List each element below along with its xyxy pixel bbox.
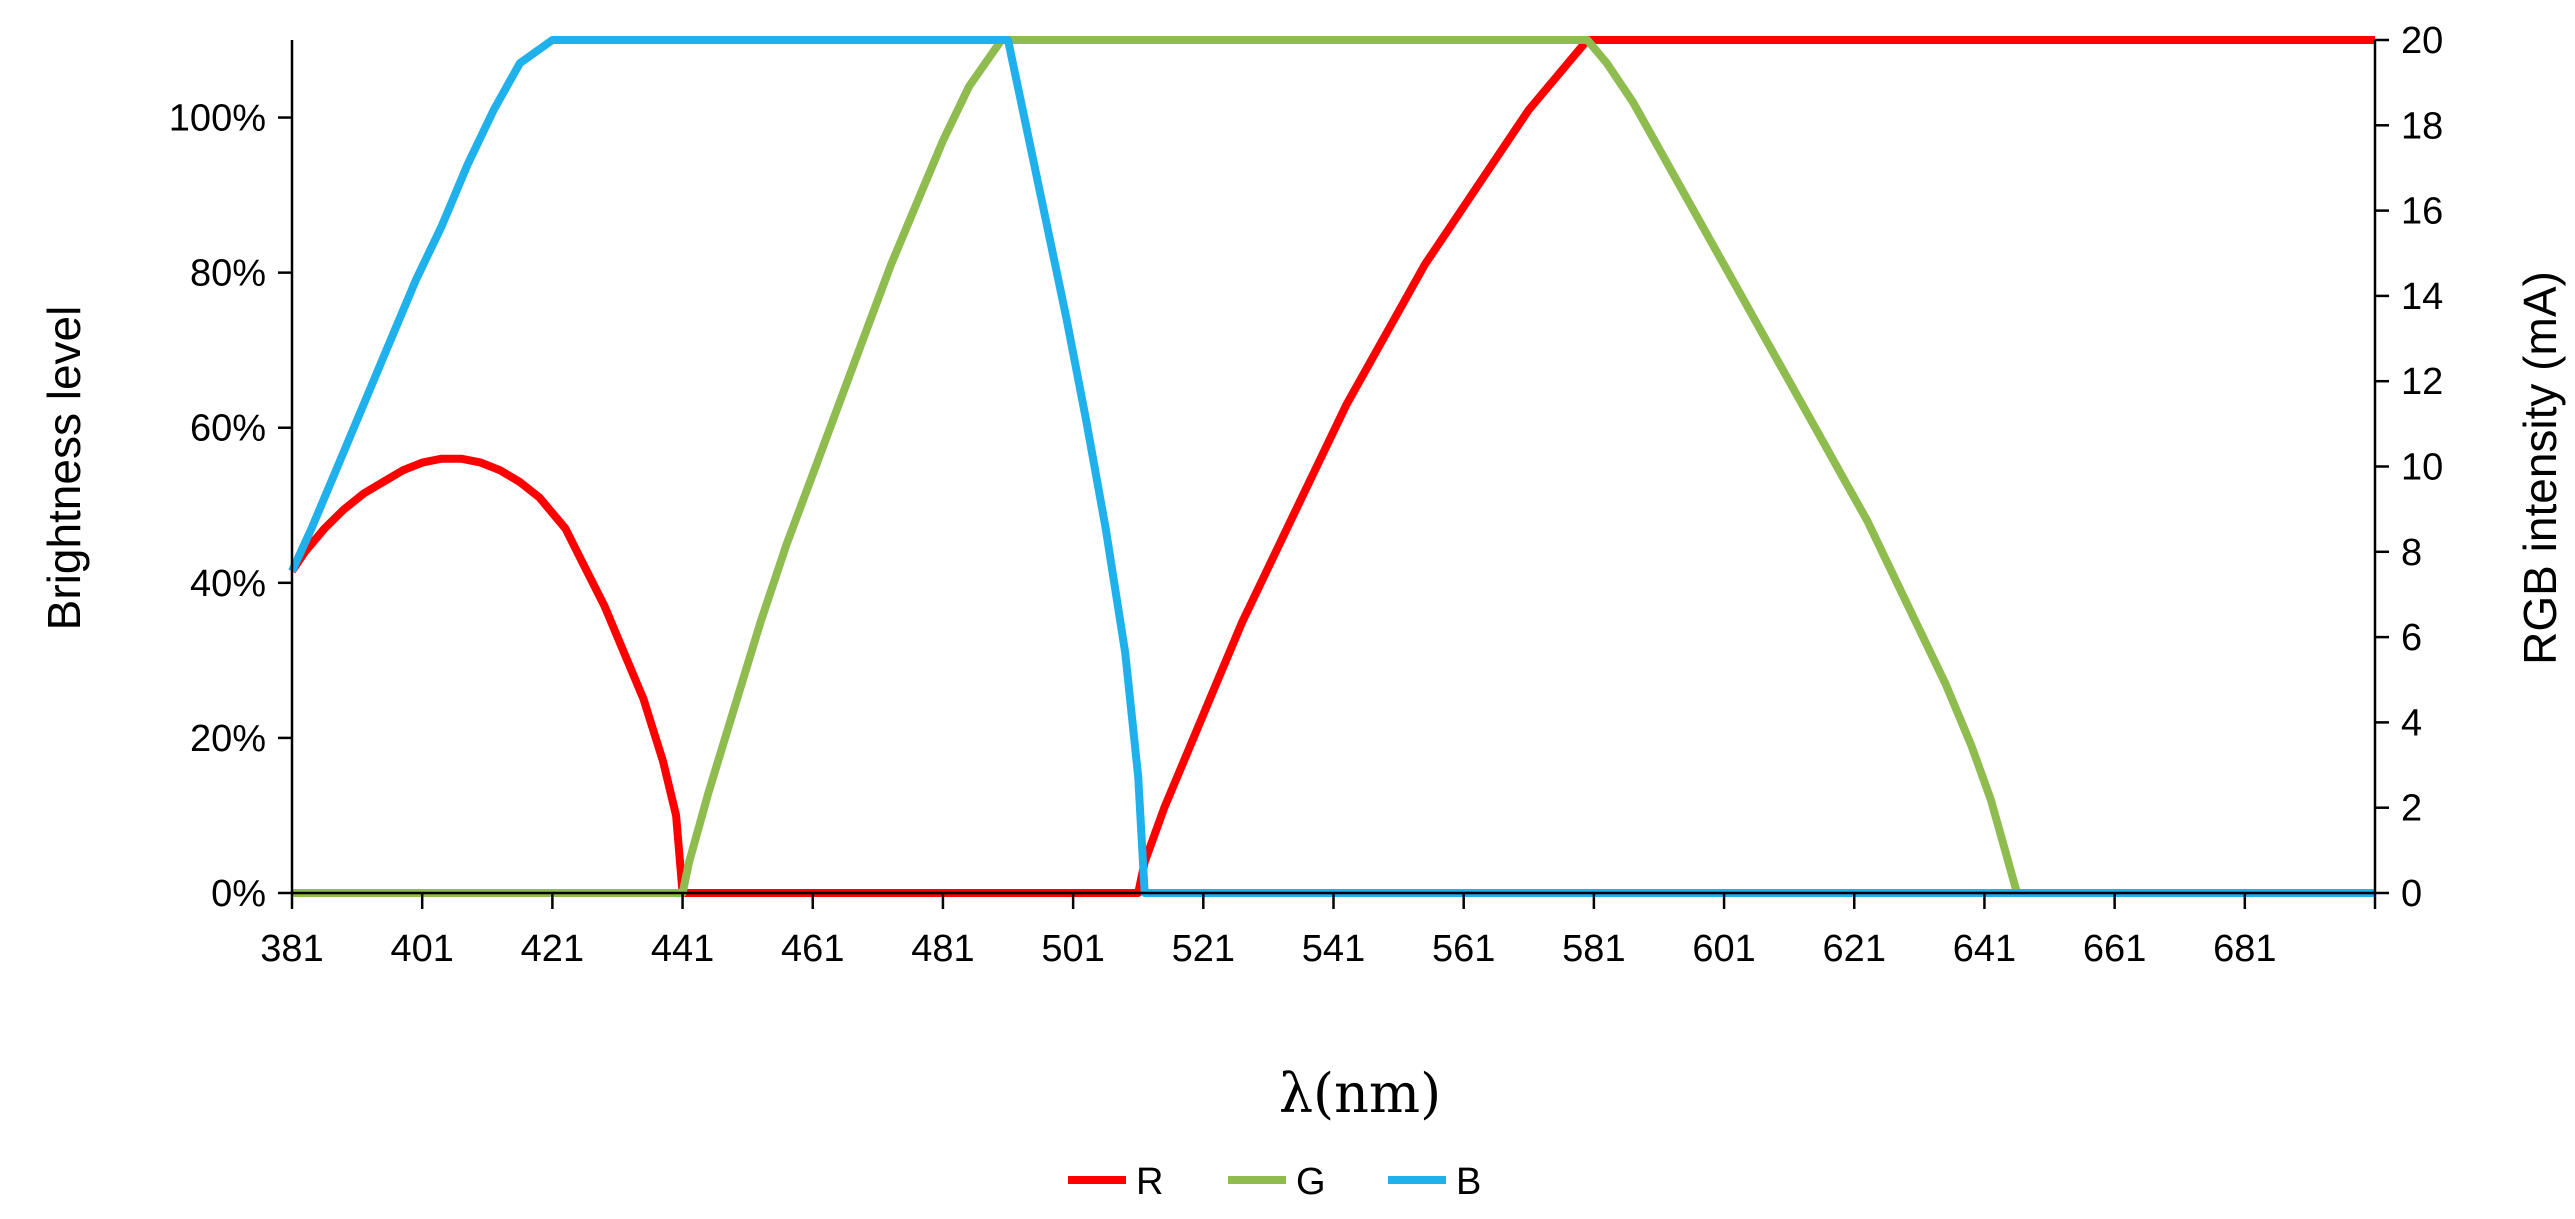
x-tick-label: 421 [521, 928, 584, 970]
x-tick-label: 561 [1432, 928, 1495, 970]
y-tick-label: 100% [169, 98, 266, 140]
x-tick-label: 381 [260, 928, 323, 970]
series-line-g [292, 36, 2375, 897]
y2-tick-label: 6 [2401, 617, 2422, 659]
series-line-b [288, 36, 2375, 897]
series-line-r [288, 36, 2375, 897]
y2-tick-label: 4 [2401, 702, 2422, 744]
x-tick-label: 501 [1041, 928, 1104, 970]
y-tick-label: 60% [190, 408, 266, 450]
x-ticks: 381 401 421 441 461 481 501 521 541 561 581 601 621 6… [260, 893, 2377, 970]
legend-label-b: B [1456, 1161, 1481, 1203]
y2-tick-label: 16 [2401, 191, 2443, 233]
y2-tick-label: 10 [2401, 447, 2443, 489]
legend-label-g: G [1296, 1161, 1326, 1203]
x-tick-label: 681 [2213, 928, 2276, 970]
y2-tick-label: 12 [2401, 361, 2443, 403]
x-tick-label: 641 [1953, 928, 2016, 970]
x-tick-label: 461 [781, 928, 844, 970]
y-ticks: 0% 20% 40% 60% 80% 100% [169, 98, 292, 915]
series-layer [288, 36, 2375, 897]
plot-area: 381 401 421 441 461 481 501 521 541 561 581 601 621 6… [169, 20, 2443, 970]
y-tick-label: 20% [190, 718, 266, 760]
y2-tick-label: 2 [2401, 788, 2422, 830]
x-tick-label: 441 [651, 928, 714, 970]
y2-tick-label: 18 [2401, 105, 2443, 147]
y-axis-title: Brightness level [38, 306, 90, 631]
x-tick-label: 401 [390, 928, 453, 970]
y2-axis-title: RGB intensity (mA) [2514, 271, 2566, 665]
y-tick-label: 80% [190, 253, 266, 295]
y2-tick-label: 0 [2401, 873, 2422, 915]
x-tick-label: 621 [1823, 928, 1886, 970]
x-tick-label: 661 [2083, 928, 2146, 970]
y2-ticks: 0 2 4 6 8 10 12 14 16 18 20 [2375, 20, 2443, 915]
x-axis-title: λ(nm) [1279, 1062, 1441, 1125]
y-tick-label: 0% [211, 873, 266, 915]
x-tick-label: 601 [1692, 928, 1755, 970]
x-tick-label: 581 [1562, 928, 1625, 970]
legend-label-r: R [1136, 1161, 1163, 1203]
x-tick-label: 521 [1172, 928, 1235, 970]
x-tick-label: 541 [1302, 928, 1365, 970]
y2-tick-label: 14 [2401, 276, 2443, 318]
y2-tick-label: 20 [2401, 20, 2443, 62]
y-tick-label: 40% [190, 563, 266, 605]
y2-tick-label: 8 [2401, 532, 2422, 574]
x-tick-label: 481 [911, 928, 974, 970]
